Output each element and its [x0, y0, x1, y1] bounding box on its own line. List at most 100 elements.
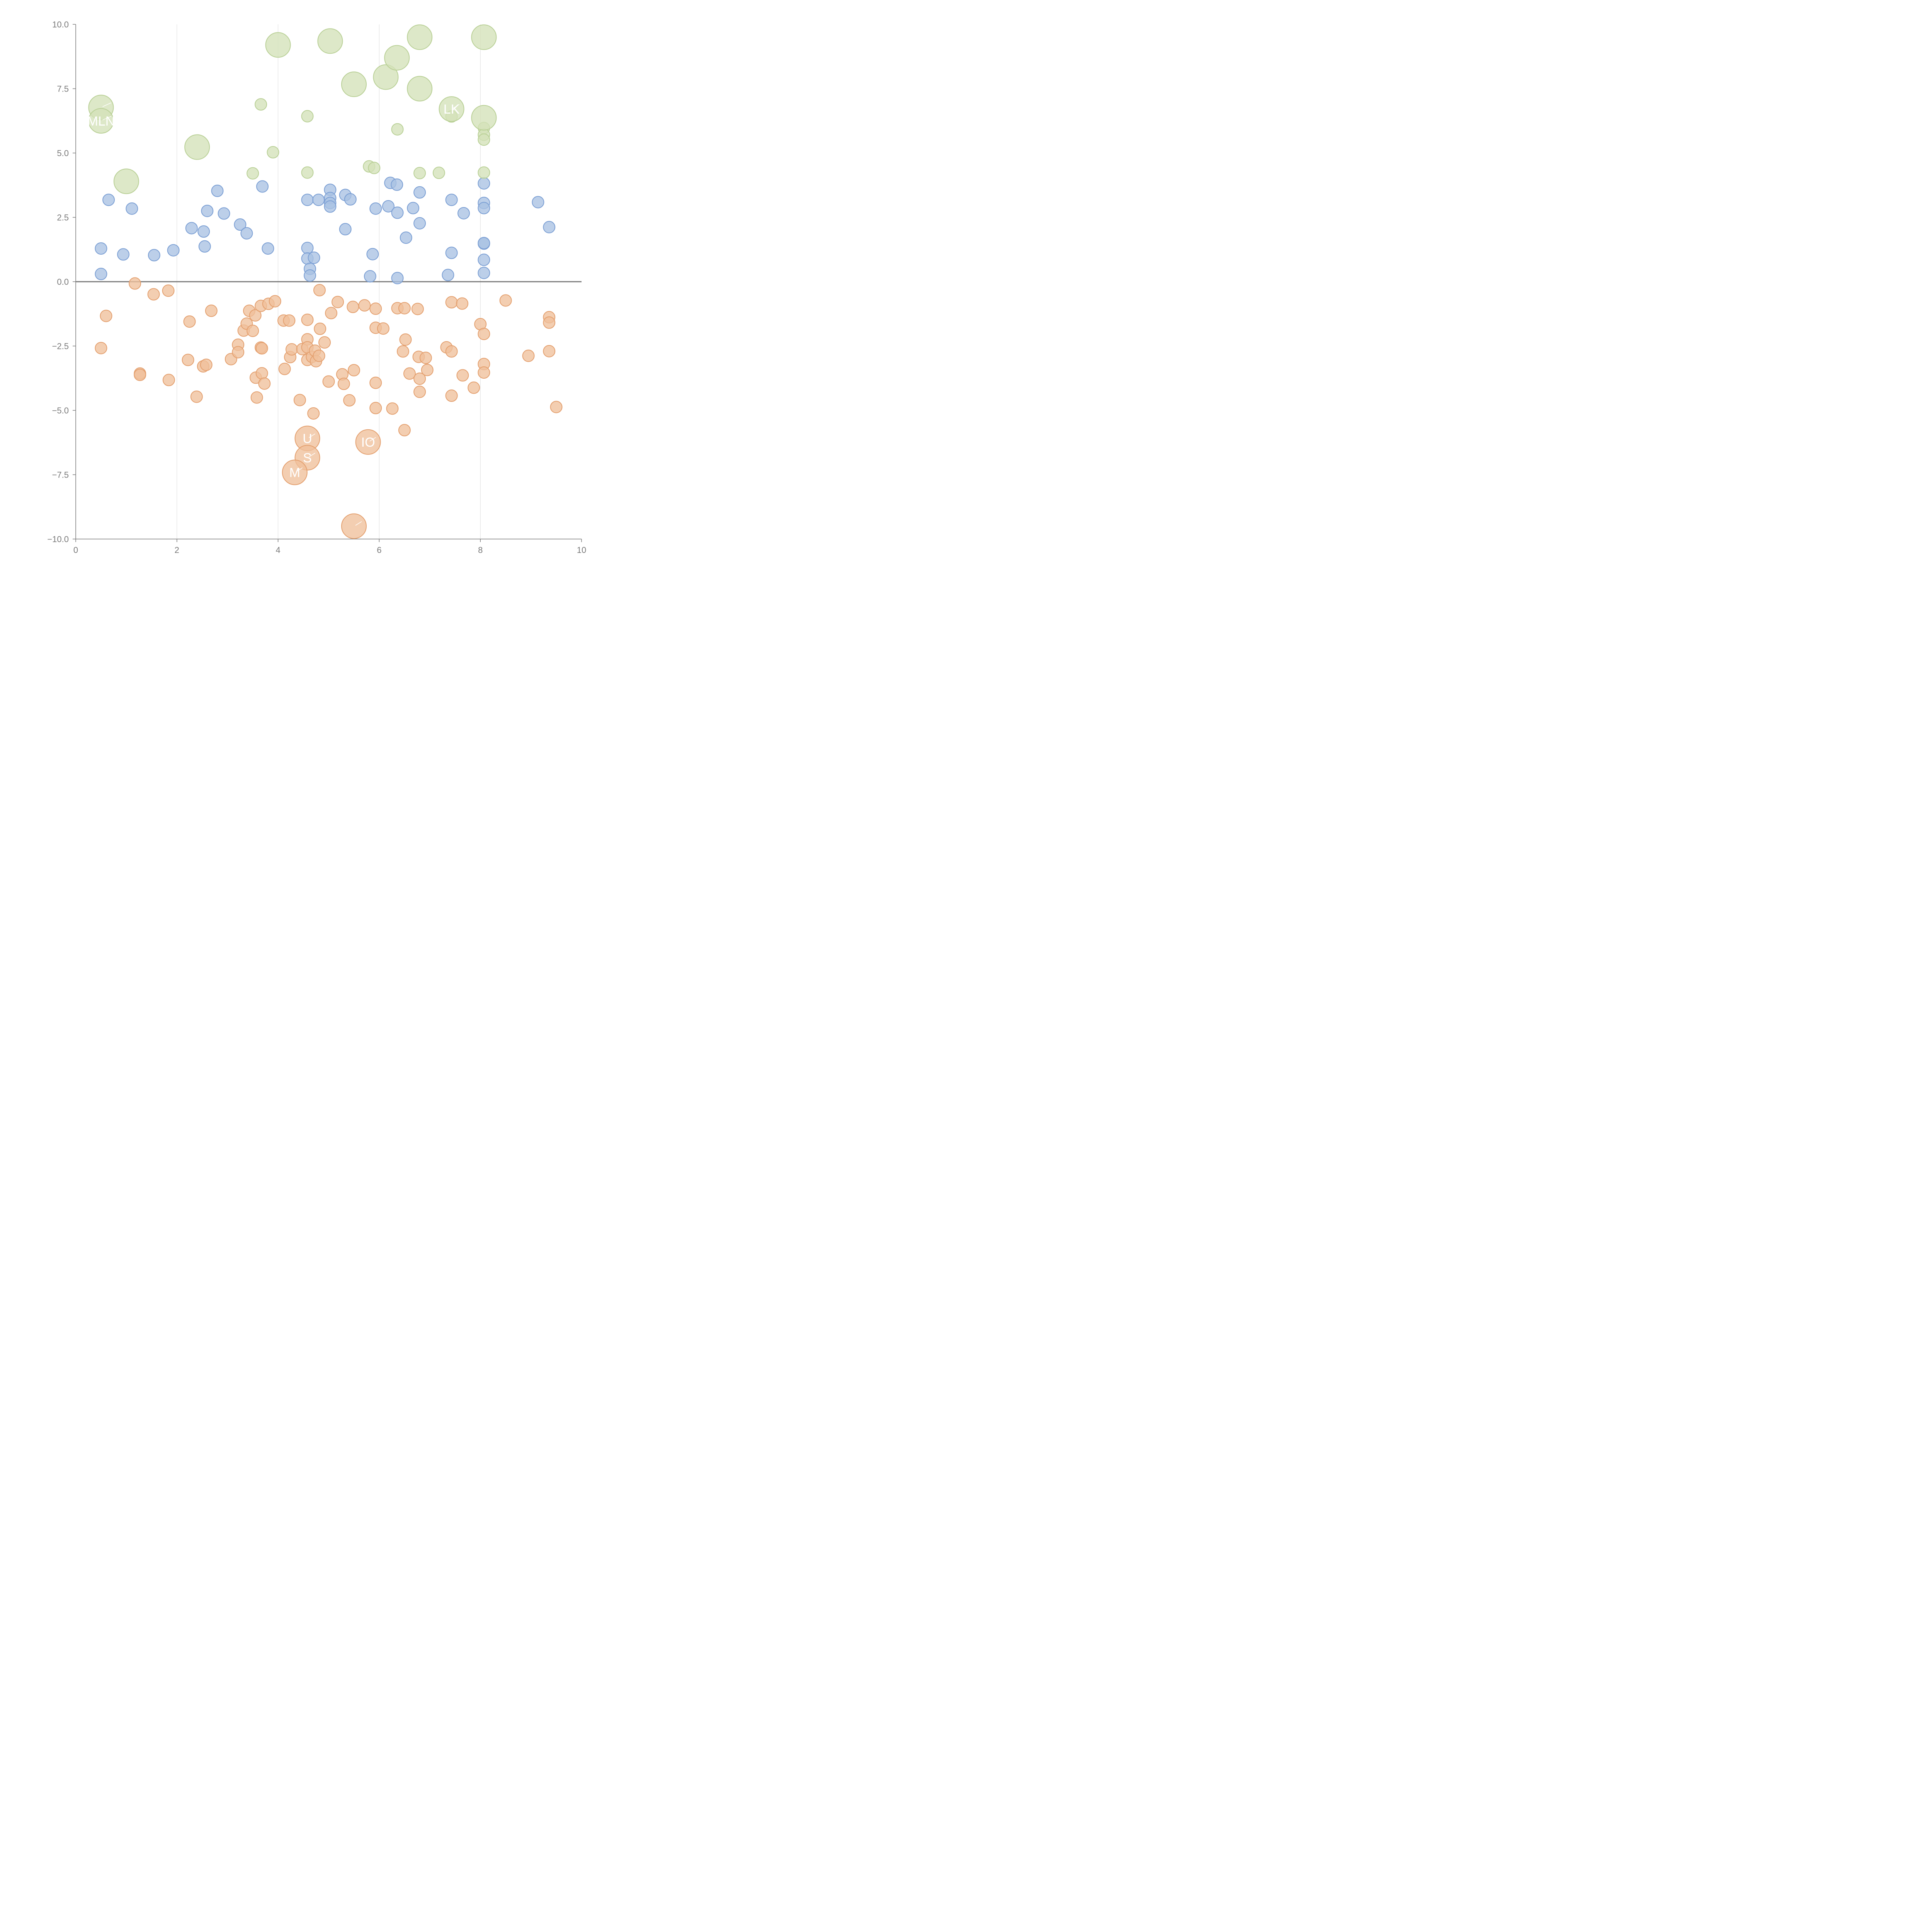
bubble-point [247, 167, 259, 180]
bubble-point [343, 394, 356, 407]
large-bubble-point [439, 96, 464, 122]
bubble-point [457, 207, 470, 219]
large-bubble-point [471, 105, 497, 131]
y-tick-label: 7.5 [57, 84, 69, 94]
bubble-point [324, 200, 337, 213]
annotation-label: M [289, 466, 300, 480]
bubble-point [413, 386, 426, 398]
bubble-point [249, 309, 262, 322]
x-tick-label: 0 [73, 545, 78, 555]
bubble-point [267, 146, 279, 159]
bubble-point [347, 364, 360, 377]
y-tick-label: 5.0 [57, 148, 69, 158]
bubble-point [256, 180, 269, 193]
bubble-point [456, 369, 469, 382]
bubble-point [386, 402, 399, 415]
bubble-point [543, 221, 556, 233]
bubble-point [269, 295, 281, 308]
bubble-point [301, 242, 314, 254]
bubble-point [419, 352, 432, 364]
annotation-leader [453, 104, 459, 109]
annotation-label: IO [361, 435, 375, 450]
bubble-point [301, 166, 314, 179]
bubble-point [339, 223, 352, 236]
bubble-point [182, 354, 194, 366]
annotation-label: LK [444, 102, 460, 117]
bubble-point [162, 284, 175, 297]
bubble-point [411, 303, 424, 315]
bubble-point [247, 325, 259, 337]
bubble-point [301, 313, 314, 326]
bubble-point [407, 202, 420, 214]
annotation-layer: MLN LK U M IO S [87, 102, 460, 534]
y-tick-label: −7.5 [52, 470, 69, 480]
bubble-point [185, 222, 198, 235]
bubble-point [234, 218, 247, 231]
bubble-point [100, 310, 112, 322]
bubble-point [399, 333, 412, 346]
bubble-point [478, 237, 490, 250]
bubble-point [198, 240, 211, 253]
bubble-point [255, 367, 268, 380]
x-tick-label: 10 [577, 545, 586, 555]
large-bubble-point [184, 134, 210, 160]
annotation-label: U [303, 432, 312, 446]
bubble-point [134, 369, 146, 381]
bubble-point [95, 342, 107, 354]
bubble-point [313, 284, 326, 296]
bubble-point [391, 206, 404, 219]
bubble-point [255, 342, 268, 355]
bubble-point [478, 253, 490, 266]
bubble-point [369, 402, 382, 415]
large-bubble-point [373, 64, 399, 90]
y-tick-label: 2.5 [57, 213, 69, 223]
bubble-point [445, 194, 458, 206]
bubble-point [532, 196, 544, 209]
bubble-point [369, 202, 382, 215]
bubble-point [413, 186, 426, 199]
large-bubble-point [355, 429, 381, 455]
bubble-point [421, 364, 434, 376]
bubble-point [197, 225, 210, 238]
bubble-point [445, 345, 458, 358]
bubble-point [147, 288, 160, 301]
bubble-point [347, 301, 359, 313]
x-tick-label: 2 [175, 545, 179, 555]
bubble-point [396, 345, 409, 358]
bubble-point [250, 391, 263, 404]
bubble-point [445, 247, 458, 259]
bubble-point [478, 202, 490, 214]
bubble-point [304, 269, 316, 282]
bubble-point [432, 167, 445, 179]
bubble-point [445, 296, 458, 309]
bubble-point [285, 343, 298, 356]
bubble-point [190, 390, 203, 403]
bubble-point [211, 184, 224, 197]
bubble-point [325, 307, 338, 320]
bubble-chart: 0 2 4 6 8 10 −10.0 −7.5 −5.0 −2.5 0.0 2.5 5.0 7.5 10.0… [0, 0, 598, 598]
large-bubble-point [265, 32, 291, 58]
bubble-point [369, 302, 382, 315]
bubble-point [205, 304, 218, 317]
bubble-point [200, 359, 213, 371]
bubble-layer [88, 24, 563, 539]
bubble-point [95, 268, 107, 281]
annotation-leader [355, 521, 362, 526]
bubble-point [398, 302, 411, 315]
bubble-point [413, 217, 426, 230]
annotation-label: S [303, 451, 312, 466]
bubble-point [369, 376, 382, 389]
bubble-point [255, 98, 267, 111]
bubble-point [543, 345, 556, 357]
large-bubble-point [341, 71, 367, 97]
bubble-point [318, 336, 331, 349]
bubble-point [478, 133, 490, 146]
bubble-point [117, 248, 130, 261]
bubble-point [366, 248, 379, 260]
x-tick-label: 6 [377, 545, 381, 555]
bubble-point [445, 389, 458, 402]
bubble-point [167, 244, 180, 257]
annotation-label [352, 519, 355, 534]
bubble-point [148, 249, 160, 262]
bubble-point [322, 375, 335, 388]
